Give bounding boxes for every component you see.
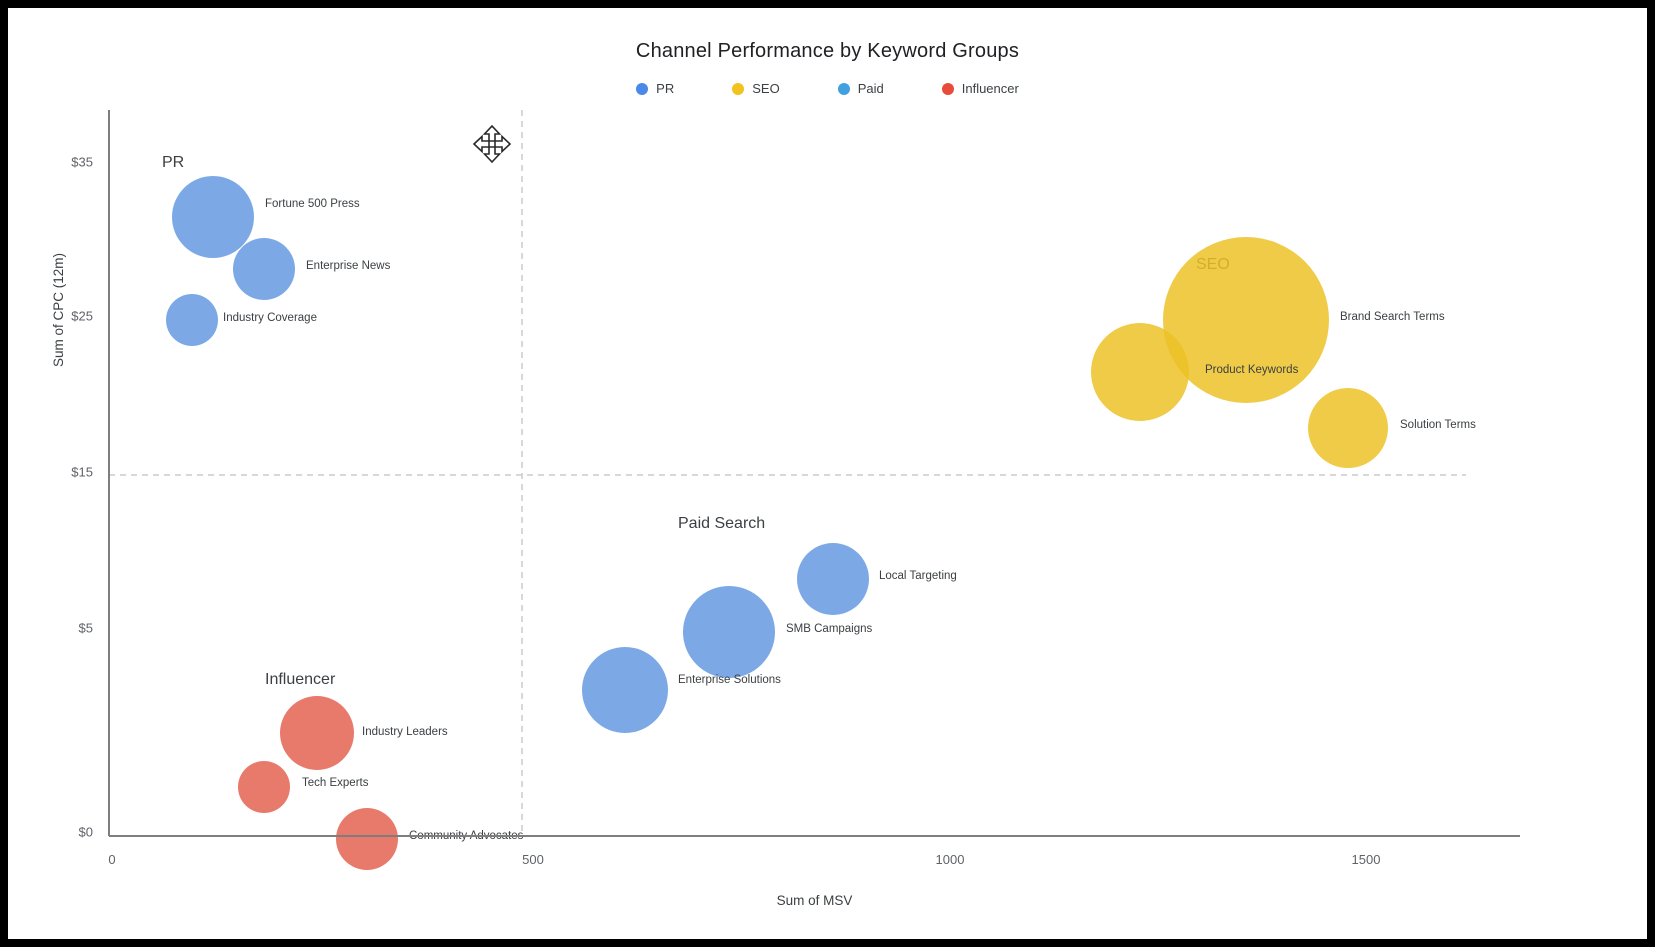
legend-item-paid[interactable]: Paid: [837, 81, 884, 96]
bubble-label-tech-experts: Tech Experts: [302, 777, 369, 789]
bubble-label-fortune-500-press: Fortune 500 Press: [265, 198, 360, 210]
bubble-label-enterprise-news: Enterprise News: [306, 260, 391, 272]
bubble-community-advocates[interactable]: [336, 808, 398, 870]
legend-item-influencer[interactable]: Influencer: [941, 81, 1019, 96]
group-label-influencer: Influencer: [265, 671, 336, 688]
legend-dot-influencer: [941, 82, 954, 95]
bubble-industry-leaders[interactable]: [280, 696, 354, 770]
legend-item-seo[interactable]: SEO: [732, 81, 780, 96]
bubble-label-smb-campaigns: SMB Campaigns: [786, 623, 873, 635]
bubble-smb-campaigns[interactable]: [683, 586, 775, 678]
bubble-label-industry-coverage: Industry Coverage: [223, 312, 317, 324]
x-tick-500: 500: [522, 852, 544, 867]
group-label-pr: PR: [162, 154, 184, 171]
legend-dot-seo: [732, 82, 745, 95]
bubble-label-solution-terms: Solution Terms: [1400, 419, 1476, 431]
y-tick--25: $25: [71, 309, 93, 324]
move-cursor-icon: [472, 124, 512, 164]
legend: PR SEO Paid Influencer: [8, 81, 1647, 96]
y-tick--15: $15: [71, 465, 93, 480]
chart-title: Channel Performance by Keyword Groups: [635, 40, 1020, 62]
y-tick--35: $35: [71, 155, 93, 170]
legend-label-influencer: Influencer: [961, 81, 1019, 96]
bubble-solution-terms[interactable]: [1308, 388, 1388, 468]
bubble-enterprise-solutions[interactable]: [582, 647, 668, 733]
bubble-label-industry-leaders: Industry Leaders: [362, 726, 448, 738]
legend-dot-paid: [837, 82, 850, 95]
bubble-industry-coverage[interactable]: [166, 294, 218, 346]
x-tick-0: 0: [108, 852, 115, 867]
bubble-product-keywords[interactable]: [1091, 323, 1189, 421]
group-label-paid-search: Paid Search: [678, 515, 765, 532]
y-tick--5: $5: [79, 621, 93, 636]
legend-label-paid: Paid: [857, 81, 884, 96]
legend-dot-pr: [636, 82, 649, 95]
legend-label-pr: PR: [656, 81, 675, 96]
bubble-local-targeting[interactable]: [797, 543, 869, 615]
x-tick-1000: 1000: [936, 852, 965, 867]
bubble-fortune-500-press[interactable]: [172, 176, 254, 258]
bubble-label-brand-search-terms: Brand Search Terms: [1340, 311, 1445, 323]
bubble-label-enterprise-solutions: Enterprise Solutions: [678, 674, 781, 686]
legend-item-pr[interactable]: PR: [636, 81, 674, 96]
bubble-enterprise-news[interactable]: [233, 238, 295, 300]
legend-label-seo: SEO: [752, 81, 780, 96]
bubble-tech-experts[interactable]: [238, 761, 290, 813]
bubble-brand-search-terms[interactable]: [1163, 237, 1329, 403]
y-tick--0: $0: [79, 825, 93, 840]
bubble-label-local-targeting: Local Targeting: [879, 570, 957, 582]
x-axis-title: Sum of MSV: [777, 893, 853, 908]
y-axis-title: Sum of CPC (12m): [51, 253, 66, 367]
bubble-label-product-keywords: Product Keywords: [1205, 364, 1299, 376]
x-tick-1500: 1500: [1352, 852, 1381, 867]
